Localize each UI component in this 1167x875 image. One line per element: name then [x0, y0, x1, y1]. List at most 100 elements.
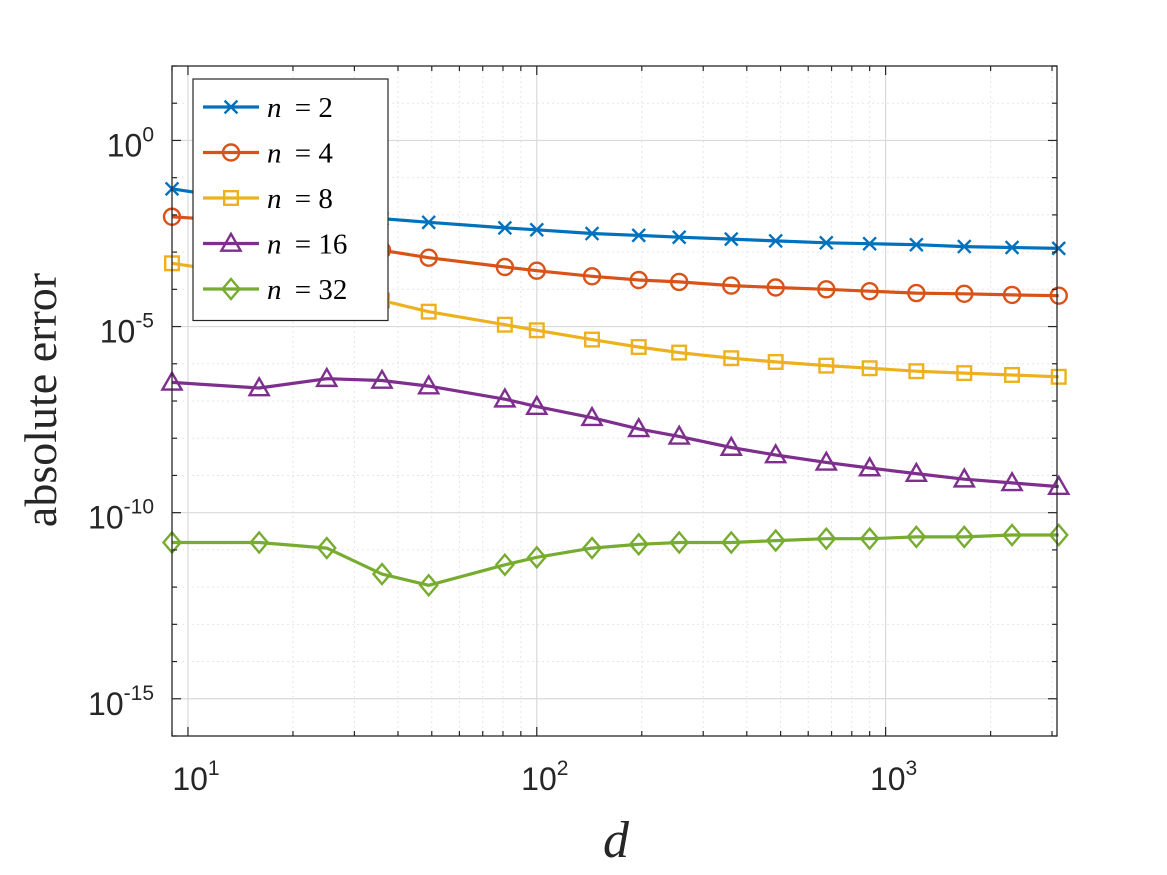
data-point — [722, 276, 741, 295]
data-point — [631, 228, 646, 243]
x-tick-label: 102 — [521, 757, 568, 797]
data-point — [417, 374, 441, 395]
data-point — [584, 226, 600, 241]
data-point — [630, 339, 647, 356]
data-point — [496, 316, 513, 333]
data-point — [418, 573, 439, 598]
y-tick-label: 10-10 — [88, 496, 154, 536]
legend-entry: n = 4 — [203, 138, 333, 170]
data-point — [628, 532, 649, 557]
legend-eq: = 16 — [288, 229, 348, 261]
data-point — [1004, 366, 1021, 383]
legend-n: n — [267, 183, 282, 215]
data-point — [669, 530, 690, 555]
legend: n = 2n = 4n = 8n = 16n = 32 — [192, 78, 389, 322]
data-point — [671, 229, 687, 245]
data-point — [219, 231, 243, 252]
data-point — [497, 220, 513, 236]
data-point — [494, 552, 515, 577]
data-point — [956, 365, 973, 382]
legend-label: n = 16 — [267, 229, 347, 261]
y-axis-label: absolute error — [15, 273, 66, 527]
data-point — [580, 405, 604, 427]
data-point — [315, 366, 339, 388]
data-point — [860, 281, 879, 301]
data-point — [221, 143, 241, 162]
data-point — [526, 545, 547, 570]
legend-eq: = 2 — [288, 92, 333, 124]
data-point — [857, 456, 882, 477]
data-point — [584, 331, 601, 348]
data-point — [766, 278, 785, 297]
legend-n: n — [267, 138, 282, 170]
series-layer — [160, 181, 1071, 598]
data-point — [316, 536, 337, 560]
data-point — [721, 530, 742, 555]
data-point — [861, 360, 878, 377]
data-point — [1001, 523, 1023, 547]
data-point — [247, 375, 271, 397]
data-point — [817, 280, 836, 299]
data-point — [370, 368, 394, 389]
data-point — [627, 416, 651, 438]
y-tick-label: 10-15 — [88, 682, 154, 722]
data-point — [421, 215, 436, 230]
data-point — [529, 222, 545, 238]
data-point — [724, 231, 739, 247]
y-tick-label: 10-5 — [100, 310, 154, 350]
data-point — [723, 350, 740, 367]
data-point — [527, 261, 546, 280]
tick-labels: 101 102 103 100 10-5 10-10 10-15 — [88, 123, 917, 797]
data-point — [671, 344, 688, 361]
data-point — [818, 357, 835, 374]
data-point — [954, 524, 975, 549]
data-point — [859, 526, 880, 551]
data-point — [955, 284, 974, 303]
y-tick-label: 100 — [107, 123, 154, 163]
data-point — [907, 283, 926, 303]
legend-n: n — [267, 229, 282, 261]
data-point — [765, 528, 786, 553]
legend-eq: = 32 — [288, 274, 348, 306]
data-point — [528, 322, 545, 339]
legend-entry: n = 8 — [203, 183, 333, 215]
data-point — [525, 394, 549, 415]
data-point — [908, 363, 925, 380]
data-point — [582, 267, 602, 286]
data-point — [1002, 285, 1022, 305]
legend-eq: = 4 — [288, 138, 334, 170]
legend-entry: n = 16 — [203, 229, 347, 261]
data-point — [493, 387, 517, 408]
data-point — [814, 450, 838, 471]
legend-label: n = 4 — [267, 138, 333, 170]
data-point — [629, 270, 648, 290]
data-point — [819, 235, 834, 251]
data-point — [909, 237, 924, 252]
data-point — [495, 257, 515, 277]
data-point — [1050, 368, 1067, 385]
axes — [171, 65, 1058, 737]
data-point — [952, 467, 976, 488]
data-point — [1000, 470, 1024, 492]
data-point — [371, 562, 393, 586]
data-point — [581, 536, 603, 560]
data-point — [220, 277, 242, 301]
data-point — [906, 524, 927, 549]
data-point — [957, 239, 972, 254]
x-tick-label: 103 — [870, 757, 917, 797]
data-point — [223, 99, 239, 115]
series-n-16 — [160, 366, 1071, 496]
legend-n: n — [267, 92, 282, 124]
data-point — [1048, 523, 1069, 547]
data-point — [222, 189, 239, 206]
legend-entry: n = 32 — [203, 274, 347, 306]
data-point — [419, 248, 438, 267]
legend-eq: = 8 — [288, 183, 333, 215]
data-point — [667, 424, 691, 445]
data-point — [1004, 240, 1020, 255]
data-point — [719, 435, 743, 456]
legend-n: n — [267, 274, 282, 306]
data-point — [669, 272, 689, 292]
x-tick-label: 101 — [172, 757, 219, 797]
